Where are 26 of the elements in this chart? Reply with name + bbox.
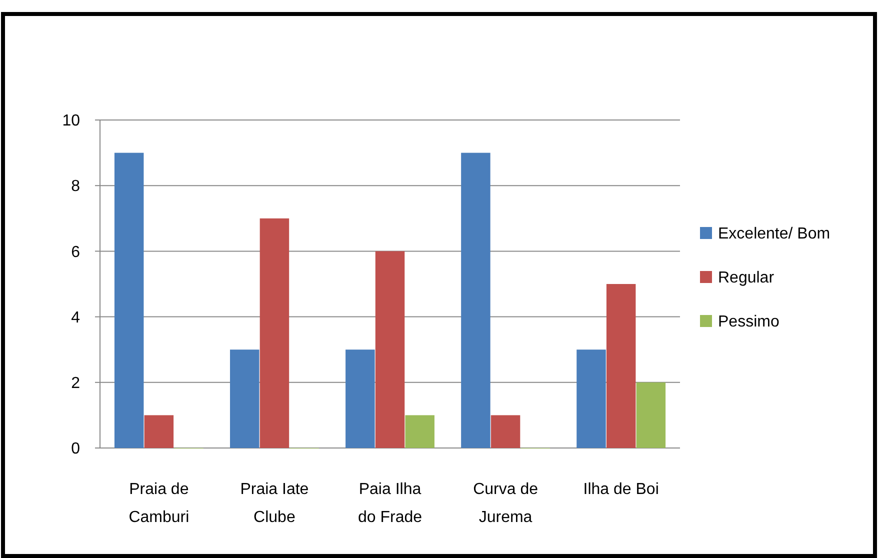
y-tick-label: 6: [71, 244, 80, 261]
y-tick-label: 2: [71, 375, 80, 392]
bar: [346, 350, 375, 448]
y-tick-label: 8: [71, 178, 80, 196]
bar: [114, 152, 144, 448]
legend-label: Pessimo: [718, 314, 780, 331]
x-tick-label: Praia de Camburi: [128, 481, 190, 526]
bar: [260, 218, 290, 448]
bar: [230, 350, 260, 448]
bar: [375, 251, 405, 448]
y-tick-label: 0: [71, 440, 80, 458]
bar: [405, 415, 434, 448]
x-tick-label: Paia Ilha do Frade: [358, 481, 422, 526]
bar: [636, 382, 666, 448]
bar: [461, 152, 490, 448]
legend-label: Regular: [718, 270, 775, 287]
y-tick-label: 10: [62, 112, 80, 130]
bar: [490, 415, 520, 448]
bar: [144, 415, 174, 448]
bar: [606, 284, 636, 448]
x-tick-label: Ilha de Boi: [583, 481, 659, 498]
y-tick-label: 4: [71, 309, 80, 326]
x-tick-label: Curva de Jurema: [473, 481, 538, 526]
x-tick-label: Praia Iate Clube: [240, 481, 309, 526]
bar: [576, 350, 606, 448]
legend-label: Excelente/ Bom: [718, 226, 830, 243]
